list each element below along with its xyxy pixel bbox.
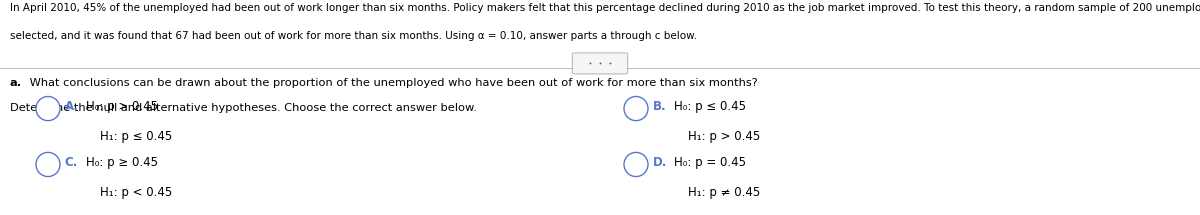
Text: In April 2010, 45% of the unemployed had been out of work longer than six months: In April 2010, 45% of the unemployed had… bbox=[10, 3, 1200, 13]
Text: D.: D. bbox=[653, 156, 667, 169]
Text: H₁: p ≤ 0.45: H₁: p ≤ 0.45 bbox=[100, 130, 172, 143]
Text: Determine the null and alternative hypotheses. Choose the correct answer below.: Determine the null and alternative hypot… bbox=[10, 103, 476, 113]
Ellipse shape bbox=[36, 97, 60, 121]
Text: H₁: p ≠ 0.45: H₁: p ≠ 0.45 bbox=[688, 186, 760, 199]
Text: H₁: p > 0.45: H₁: p > 0.45 bbox=[688, 130, 760, 143]
Ellipse shape bbox=[36, 152, 60, 177]
Text: H₁: p < 0.45: H₁: p < 0.45 bbox=[100, 186, 172, 199]
FancyBboxPatch shape bbox=[572, 53, 628, 74]
Ellipse shape bbox=[624, 97, 648, 121]
Text: H₀: p > 0.45: H₀: p > 0.45 bbox=[86, 100, 158, 113]
Text: A.: A. bbox=[65, 100, 79, 113]
Text: C.: C. bbox=[65, 156, 78, 169]
Text: a.: a. bbox=[10, 78, 22, 89]
Ellipse shape bbox=[624, 152, 648, 177]
Text: H₀: p = 0.45: H₀: p = 0.45 bbox=[674, 156, 746, 169]
Text: H₀: p ≥ 0.45: H₀: p ≥ 0.45 bbox=[86, 156, 158, 169]
Text: B.: B. bbox=[653, 100, 666, 113]
Text: What conclusions can be drawn about the proportion of the unemployed who have be: What conclusions can be drawn about the … bbox=[26, 78, 758, 89]
Text: H₀: p ≤ 0.45: H₀: p ≤ 0.45 bbox=[674, 100, 746, 113]
Text: selected, and it was found that 67 had been out of work for more than six months: selected, and it was found that 67 had b… bbox=[10, 31, 696, 41]
